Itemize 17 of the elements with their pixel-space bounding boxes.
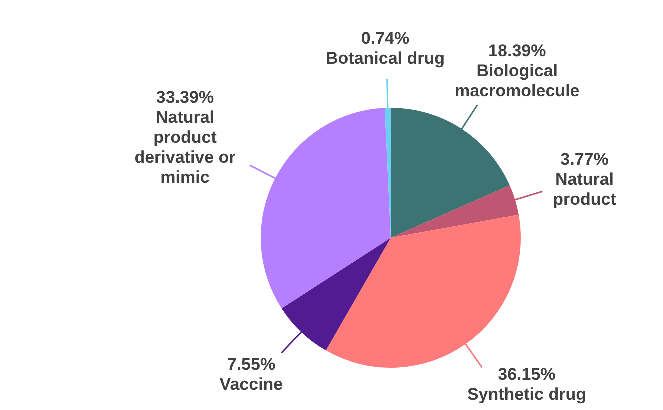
pie-slice [326,214,521,368]
slice-label: Synthetic drug [467,385,586,404]
data-label: 3.77% [560,150,609,169]
data-label: 36.15% [498,365,556,384]
pie-slice [282,238,391,351]
data-label: 0.74% [361,29,410,48]
data-label: 18.39% [488,41,546,60]
data-label: 33.39% [156,88,214,107]
slice-label: Biological macromolecule [455,61,580,100]
pie-slice [261,108,391,309]
slice-label: Natural product [553,170,617,209]
data-label: 7.55% [227,355,276,374]
pie-slice [391,108,510,238]
slice-label: Botanical drug [326,49,446,68]
slice-label: Vaccine [220,375,284,394]
pie-slice [391,186,519,238]
slice-label: Natural product derivative or mimic [134,108,236,187]
